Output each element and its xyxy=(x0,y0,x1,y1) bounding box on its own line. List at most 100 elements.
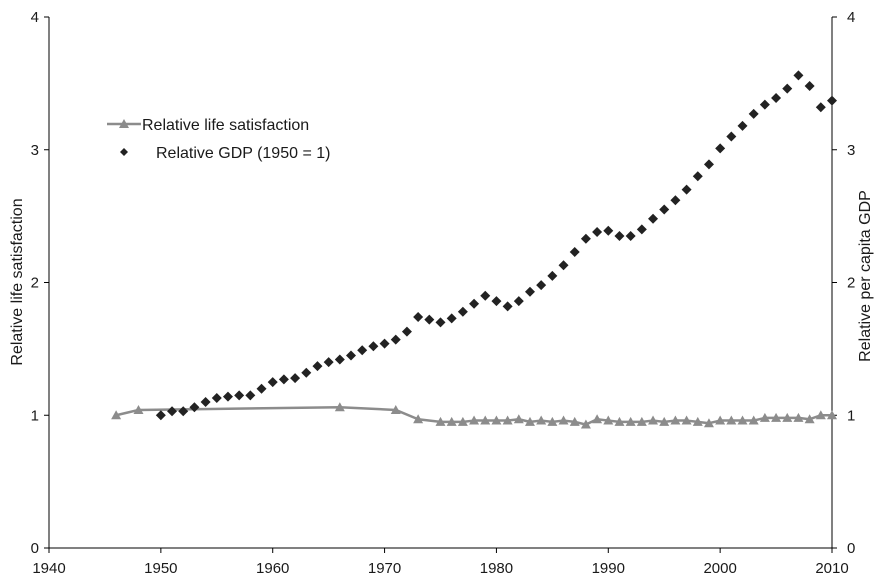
gdp-point xyxy=(737,120,748,131)
life-satisfaction-point xyxy=(558,415,569,425)
y-axis-title-left: Relative life satisfaction xyxy=(9,198,26,365)
gdp-point xyxy=(804,81,815,92)
x-tick-label: 2000 xyxy=(703,560,736,577)
gdp-point xyxy=(346,350,357,361)
gdp-point xyxy=(648,213,659,224)
gdp-point xyxy=(558,260,569,271)
gdp-point xyxy=(435,317,446,328)
gdp-point xyxy=(446,313,457,324)
gdp-point xyxy=(502,301,513,312)
gdp-point xyxy=(178,406,189,417)
life-satisfaction-point xyxy=(435,416,446,426)
gdp-point xyxy=(659,204,670,215)
life-satisfaction-point xyxy=(771,412,782,422)
life-satisfaction-point xyxy=(569,416,580,426)
gdp-point xyxy=(424,314,435,325)
gdp-point xyxy=(580,233,591,244)
life-satisfaction-point xyxy=(446,416,457,426)
gdp-point xyxy=(401,326,412,337)
gdp-point xyxy=(211,392,222,403)
gdp-point xyxy=(592,227,603,238)
y-tick-label-right: 2 xyxy=(847,275,855,292)
life-satisfaction-point xyxy=(703,418,714,428)
life-satisfaction-point xyxy=(670,415,681,425)
gdp-point xyxy=(793,70,804,81)
series-layer xyxy=(111,70,837,429)
gdp-point xyxy=(390,334,401,345)
x-tick-label: 2010 xyxy=(815,560,848,577)
gdp-point xyxy=(827,95,837,106)
gdp-point xyxy=(715,143,726,154)
gdp-point xyxy=(614,231,625,242)
gdp-point xyxy=(200,396,211,407)
gdp-point xyxy=(334,354,345,365)
gdp-point xyxy=(278,374,289,385)
gdp-point xyxy=(256,383,267,394)
gdp-point xyxy=(480,290,491,301)
x-tick-label: 1970 xyxy=(368,560,401,577)
life-satisfaction-point xyxy=(715,415,726,425)
life-satisfaction-point xyxy=(782,412,793,422)
y-tick-label-left: 1 xyxy=(31,407,39,424)
gdp-point xyxy=(413,312,424,323)
gdp-point xyxy=(267,377,278,388)
life-satisfaction-point xyxy=(592,414,603,424)
gdp-point xyxy=(815,102,826,113)
gdp-point xyxy=(234,390,245,401)
gdp-point xyxy=(703,159,714,170)
gdp-point xyxy=(357,345,368,356)
life-satisfaction-point xyxy=(480,415,491,425)
life-satisfaction-point xyxy=(625,416,636,426)
life-satisfaction-point xyxy=(334,402,345,412)
life-satisfaction-point xyxy=(111,410,122,420)
gdp-point xyxy=(681,184,692,195)
gdp-point xyxy=(603,225,614,236)
gdp-point xyxy=(469,298,480,309)
gdp-point xyxy=(782,83,793,94)
life-satisfaction-point xyxy=(580,419,591,429)
gdp-point xyxy=(379,338,390,349)
life-satisfaction-point xyxy=(603,415,614,425)
life-satisfaction-point xyxy=(827,410,837,420)
gdp-point xyxy=(290,373,301,384)
legend: Relative life satisfaction Relative GDP … xyxy=(107,117,330,162)
x-tick-label: 1960 xyxy=(256,560,289,577)
legend-label-gdp: Relative GDP (1950 = 1) xyxy=(156,145,330,162)
life-satisfaction-point xyxy=(815,410,826,420)
life-satisfaction-point xyxy=(536,415,547,425)
gdp-point xyxy=(167,406,178,417)
gdp-point xyxy=(547,270,558,281)
gdp-point xyxy=(636,224,647,235)
life-satisfaction-point xyxy=(469,415,480,425)
gdp-point xyxy=(312,361,323,372)
life-satisfaction-point xyxy=(614,416,625,426)
gdp-point xyxy=(155,410,166,421)
gdp-point xyxy=(491,296,502,307)
legend-diamond-icon xyxy=(120,148,128,156)
gdp-point xyxy=(771,92,782,103)
x-tick-label: 1940 xyxy=(32,560,65,577)
life-satisfaction-point xyxy=(726,415,737,425)
gdp-point xyxy=(222,391,233,402)
y-tick-label-right: 3 xyxy=(847,142,855,159)
gdp-point xyxy=(759,99,770,110)
life-satisfaction-point xyxy=(648,415,659,425)
gdp-point xyxy=(301,367,312,378)
y-tick-label-right: 1 xyxy=(847,407,855,424)
life-satisfaction-point xyxy=(457,416,468,426)
life-satisfaction-point xyxy=(748,415,759,425)
life-satisfaction-point xyxy=(502,415,513,425)
y-tick-label-left: 0 xyxy=(31,540,39,557)
y-tick-label-right: 4 xyxy=(847,9,855,26)
x-tick-label: 1980 xyxy=(480,560,513,577)
y-tick-label-left: 2 xyxy=(31,275,39,292)
y-tick-label-left: 3 xyxy=(31,142,39,159)
life-satisfaction-point xyxy=(513,414,524,424)
gdp-point xyxy=(189,402,200,413)
life-satisfaction-point xyxy=(681,415,692,425)
x-tick-label: 1990 xyxy=(592,560,625,577)
y-tick-label-right: 0 xyxy=(847,540,855,557)
life-satisfaction-point xyxy=(390,404,401,414)
gdp-point xyxy=(670,195,681,206)
